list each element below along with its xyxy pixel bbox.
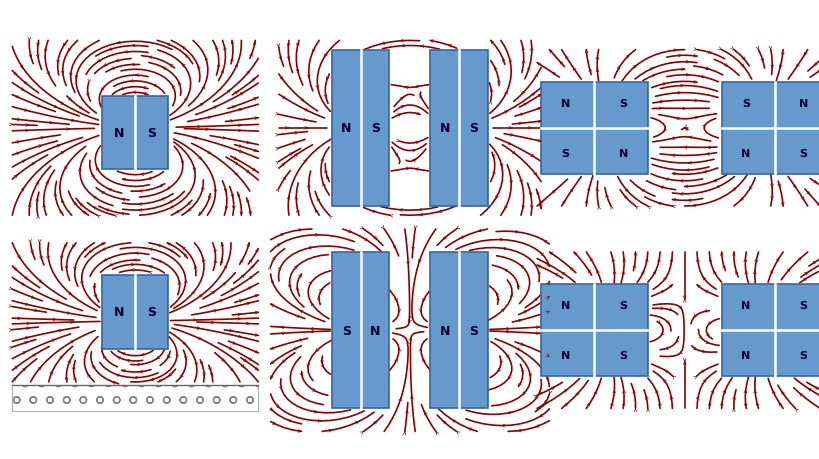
Text: N: N <box>369 324 380 337</box>
Text: S: S <box>342 324 351 337</box>
Text: S: S <box>561 148 569 158</box>
Text: S: S <box>147 306 156 319</box>
Text: N: N <box>114 127 124 140</box>
Text: N: N <box>560 350 570 360</box>
Bar <box>102 96 168 170</box>
Bar <box>541 285 647 376</box>
Text: N: N <box>740 148 750 158</box>
Text: S: S <box>618 99 627 109</box>
Bar <box>430 252 487 409</box>
Text: S: S <box>147 127 156 140</box>
Bar <box>721 83 819 174</box>
Text: S: S <box>618 350 627 360</box>
Text: N: N <box>114 306 124 319</box>
Text: S: S <box>370 122 379 135</box>
Text: S: S <box>799 148 807 158</box>
Bar <box>102 275 168 349</box>
Bar <box>721 285 819 376</box>
Text: N: N <box>618 148 627 158</box>
Text: S: S <box>741 99 749 109</box>
Bar <box>332 252 389 409</box>
Text: N: N <box>740 350 750 360</box>
Text: N: N <box>560 99 570 109</box>
Text: S: S <box>799 301 807 311</box>
Text: N: N <box>740 301 750 311</box>
Bar <box>332 50 389 207</box>
Bar <box>430 50 487 207</box>
Text: N: N <box>439 122 450 135</box>
Bar <box>541 83 647 174</box>
Text: S: S <box>618 301 627 311</box>
Text: N: N <box>798 99 808 109</box>
Text: N: N <box>439 324 450 337</box>
Text: N: N <box>560 301 570 311</box>
Text: S: S <box>468 324 477 337</box>
Bar <box>12 386 258 411</box>
Text: N: N <box>341 122 351 135</box>
Text: S: S <box>468 122 477 135</box>
Text: S: S <box>799 350 807 360</box>
